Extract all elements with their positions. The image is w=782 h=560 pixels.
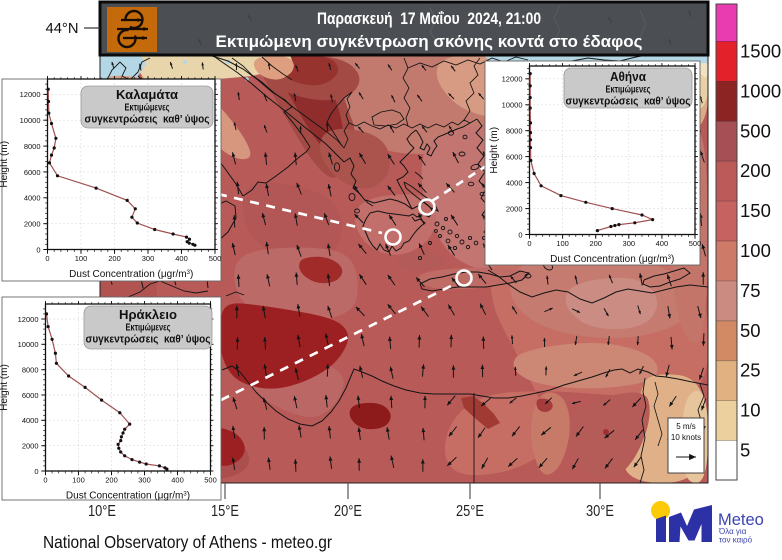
svg-text:50: 50 <box>740 320 761 341</box>
svg-text:0: 0 <box>34 467 38 476</box>
svg-text:Εκτιμώμενες: Εκτιμώμενες <box>126 322 171 334</box>
svg-text:1000: 1000 <box>740 80 781 101</box>
svg-text:4000: 4000 <box>24 194 41 203</box>
svg-text:12000: 12000 <box>502 75 523 84</box>
svg-text:6000: 6000 <box>24 168 41 177</box>
svg-text:8000: 8000 <box>506 127 523 136</box>
svg-text:10000: 10000 <box>20 116 41 125</box>
svg-text:Dust Concentration (μgr/m3): Dust Concentration (μgr/m3) <box>66 491 190 502</box>
svg-text:0: 0 <box>45 254 49 263</box>
svg-text:400: 400 <box>175 254 188 263</box>
svg-text:25: 25 <box>740 360 761 381</box>
svg-text:100: 100 <box>75 254 88 263</box>
svg-text:10000: 10000 <box>502 101 523 110</box>
svg-text:100: 100 <box>72 476 85 485</box>
svg-text:συγκεντρώσεις καθ’ ύψος: συγκεντρώσεις καθ’ ύψος <box>85 114 210 126</box>
svg-text:Dust Concentration (μgr/m3): Dust Concentration (μgr/m3) <box>550 254 674 265</box>
svg-text:6000: 6000 <box>22 391 39 400</box>
svg-text:Ηράκλειο: Ηράκλειο <box>119 307 177 322</box>
svg-text:12000: 12000 <box>20 90 41 99</box>
svg-text:0: 0 <box>527 239 531 248</box>
svg-text:200: 200 <box>108 254 121 263</box>
svg-text:10 knots: 10 knots <box>671 433 701 442</box>
svg-text:Όλα για: Όλα για <box>718 527 747 536</box>
svg-text:15°E: 15°E <box>211 503 239 520</box>
svg-text:100: 100 <box>556 239 569 248</box>
svg-text:συγκεντρώσεις καθ’ ύψος: συγκεντρώσεις καθ’ ύψος <box>566 96 691 108</box>
svg-text:Εκτιμώμενες: Εκτιμώμενες <box>606 84 651 96</box>
svg-text:8000: 8000 <box>24 142 41 151</box>
svg-text:500: 500 <box>689 239 702 248</box>
svg-text:300: 300 <box>138 476 151 485</box>
svg-text:συγκεντρώσεις καθ’ ύψος: συγκεντρώσεις καθ’ ύψος <box>86 334 211 346</box>
svg-text:12000: 12000 <box>18 315 39 324</box>
svg-text:10000: 10000 <box>18 340 39 349</box>
svg-text:Dust Concentration (μgr/m3): Dust Concentration (μgr/m3) <box>69 269 193 280</box>
svg-text:5 m/s: 5 m/s <box>676 422 696 431</box>
svg-text:44°N: 44°N <box>46 20 79 37</box>
svg-text:75: 75 <box>740 280 761 301</box>
svg-text:6000: 6000 <box>506 152 523 161</box>
svg-text:500: 500 <box>209 254 222 263</box>
svg-text:Εκτιμώμενες: Εκτιμώμενες <box>125 102 170 114</box>
svg-text:2000: 2000 <box>24 219 41 228</box>
svg-text:τον καιρό: τον καιρό <box>719 536 753 545</box>
svg-text:400: 400 <box>656 239 669 248</box>
svg-text:Height (m): Height (m) <box>0 364 10 411</box>
svg-text:2000: 2000 <box>22 441 39 450</box>
svg-text:500: 500 <box>740 120 771 141</box>
svg-text:500: 500 <box>204 476 217 485</box>
svg-text:Παρασκευή 17 Μαΐου 2024, 21:: Παρασκευή 17 Μαΐου 2024, 21:00 <box>317 10 541 28</box>
svg-text:150: 150 <box>740 200 771 221</box>
svg-text:300: 300 <box>142 254 155 263</box>
svg-text:2000: 2000 <box>506 204 523 213</box>
svg-text:200: 200 <box>740 160 771 181</box>
svg-text:4000: 4000 <box>506 178 523 187</box>
svg-text:Height (m): Height (m) <box>0 141 10 188</box>
svg-text:Εκτιμώμενη συγκέντρωση σκόνης: Εκτιμώμενη συγκέντρωση σκόνης κοντά στο … <box>216 32 643 51</box>
svg-text:National Observatory of Athens: National Observatory of Athens - meteo.g… <box>43 532 332 552</box>
svg-text:Meteo: Meteo <box>718 511 764 529</box>
svg-text:100: 100 <box>740 240 771 261</box>
svg-text:5: 5 <box>740 440 750 461</box>
svg-text:10: 10 <box>740 400 761 421</box>
svg-text:25°E: 25°E <box>456 503 484 520</box>
svg-text:Αθήνα: Αθήνα <box>610 69 646 84</box>
svg-text:4000: 4000 <box>22 416 39 425</box>
svg-text:300: 300 <box>623 239 636 248</box>
svg-text:0: 0 <box>518 230 522 239</box>
svg-text:400: 400 <box>171 476 184 485</box>
svg-text:30°E: 30°E <box>586 503 614 520</box>
svg-text:200: 200 <box>105 476 118 485</box>
svg-text:0: 0 <box>36 245 40 254</box>
svg-text:1500: 1500 <box>740 41 781 62</box>
svg-text:20°E: 20°E <box>334 503 362 520</box>
svg-text:200: 200 <box>589 239 602 248</box>
svg-text:0: 0 <box>43 476 47 485</box>
svg-text:10°E: 10°E <box>88 503 116 520</box>
svg-text:Καλαμάτα: Καλαμάτα <box>116 87 178 102</box>
svg-text:8000: 8000 <box>22 365 39 374</box>
svg-text:Height (m): Height (m) <box>489 127 500 174</box>
